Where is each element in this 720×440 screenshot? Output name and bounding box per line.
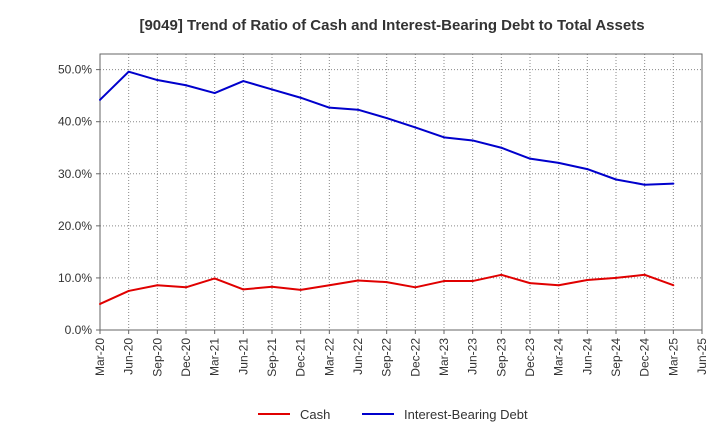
plot-area [99, 53, 703, 331]
chart-title: [9049] Trend of Ratio of Cash and Intere… [139, 17, 644, 34]
data-point-cash [615, 276, 617, 279]
data-point-interest-bearing-debt [615, 178, 617, 181]
data-point-interest-bearing-debt [643, 183, 646, 186]
data-point-interest-bearing-debt [672, 182, 675, 185]
x-tick-label: Sep-23 [494, 338, 508, 377]
x-tick-label: Sep-20 [150, 338, 164, 377]
y-tick-label: 40.0% [58, 115, 92, 129]
data-point-cash [185, 286, 187, 289]
x-tick-label: Mar-20 [93, 338, 107, 376]
y-tick-label: 20.0% [58, 219, 92, 233]
data-point-interest-bearing-debt [127, 70, 130, 73]
data-point-cash [557, 284, 560, 287]
data-point-interest-bearing-debt [299, 96, 302, 99]
data-point-interest-bearing-debt [328, 106, 331, 109]
data-point-interest-bearing-debt [156, 79, 159, 82]
x-tick-label: Mar-24 [552, 338, 566, 376]
x-tick-label: Jun-25 [695, 338, 709, 375]
data-point-interest-bearing-debt [185, 84, 187, 87]
data-point-interest-bearing-debt [385, 117, 388, 120]
x-tick-label: Mar-25 [666, 338, 680, 376]
x-tick-label: Jun-21 [236, 338, 250, 375]
data-point-cash [443, 280, 445, 283]
x-tick-label: Dec-22 [408, 338, 422, 377]
data-point-interest-bearing-debt [99, 98, 101, 101]
data-point-cash [586, 279, 589, 282]
x-axis: Mar-20 Jun-20 Sep-20 Dec-20 Mar-21 Jun-21 Sep-… [93, 330, 709, 377]
x-tick-label: Mar-22 [322, 338, 336, 376]
data-point-cash [672, 284, 675, 287]
y-axis: 0.0% 10.0% 20.0% 30.0% 40.0% 50.0% [58, 63, 100, 337]
data-point-interest-bearing-debt [242, 80, 245, 83]
data-point-cash [529, 282, 531, 285]
x-tick-label: Jun-23 [466, 338, 480, 375]
data-point-cash [643, 273, 646, 276]
legend: Cash Interest-Bearing Debt [258, 407, 528, 422]
data-point-cash [414, 286, 417, 289]
grid [100, 54, 702, 330]
x-tick-label: Sep-24 [609, 338, 623, 377]
legend-label-debt: Interest-Bearing Debt [404, 407, 528, 422]
data-point-cash [328, 284, 331, 287]
x-tick-label: Dec-23 [523, 338, 537, 377]
x-tick-label: Jun-22 [351, 338, 365, 375]
y-tick-label: 10.0% [58, 271, 92, 285]
data-point-interest-bearing-debt [557, 161, 560, 164]
x-tick-label: Sep-21 [265, 338, 279, 377]
legend-label-cash: Cash [300, 407, 330, 422]
data-point-cash [500, 273, 503, 276]
data-point-cash [156, 284, 159, 287]
data-point-interest-bearing-debt [414, 126, 417, 129]
x-tick-label: Dec-20 [179, 338, 193, 377]
x-tick-label: Jun-20 [122, 338, 136, 375]
series-line-interest-bearing-debt [99, 70, 674, 186]
data-point-interest-bearing-debt [357, 108, 359, 111]
y-tick-label: 0.0% [65, 323, 93, 337]
data-point-interest-bearing-debt [443, 136, 445, 139]
x-tick-label: Dec-24 [638, 338, 652, 377]
x-tick-label: Dec-21 [294, 338, 308, 377]
x-tick-label: Mar-21 [208, 338, 222, 376]
y-tick-label: 50.0% [58, 63, 92, 77]
data-point-cash [271, 285, 273, 288]
data-point-interest-bearing-debt [213, 92, 216, 95]
data-point-cash [99, 302, 101, 305]
data-point-interest-bearing-debt [500, 146, 503, 149]
data-point-cash [357, 279, 359, 282]
data-point-interest-bearing-debt [271, 88, 273, 91]
y-tick-label: 30.0% [58, 167, 92, 181]
data-point-cash [471, 280, 474, 283]
data-point-cash [299, 288, 302, 291]
x-tick-label: Jun-24 [580, 338, 594, 375]
data-point-cash [385, 281, 388, 284]
data-point-cash [127, 289, 130, 292]
series-lines [99, 70, 675, 305]
data-point-cash [213, 277, 216, 280]
data-point-interest-bearing-debt [529, 157, 531, 160]
data-point-interest-bearing-debt [586, 168, 589, 171]
x-tick-label: Mar-23 [437, 338, 451, 376]
x-tick-label: Sep-22 [380, 338, 394, 377]
data-point-cash [242, 288, 245, 291]
data-point-interest-bearing-debt [471, 139, 474, 142]
